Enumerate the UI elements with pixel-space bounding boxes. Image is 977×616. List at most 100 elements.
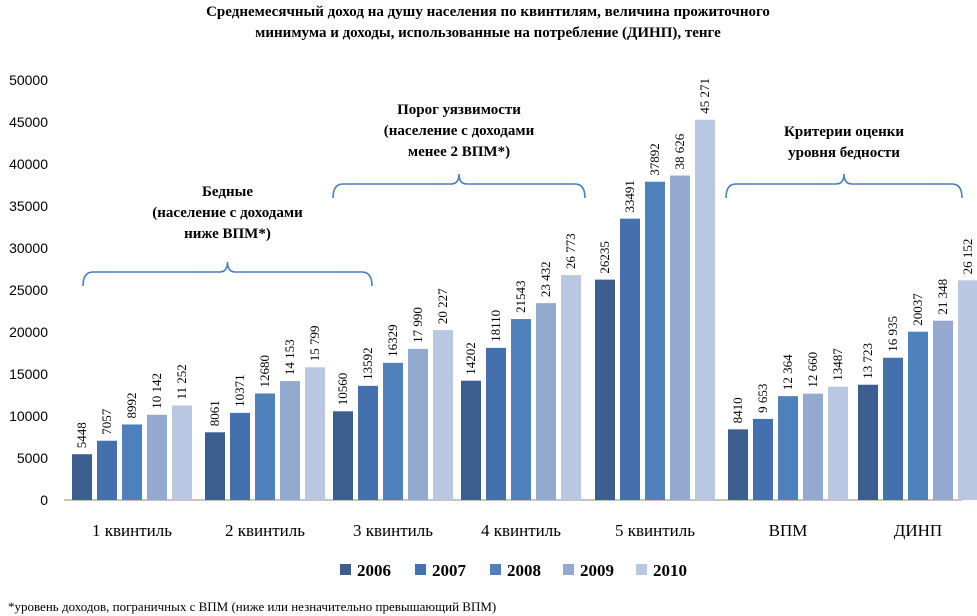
y-tick-label: 40000 [9,156,48,172]
data-label: 33491 [622,180,637,213]
legend-label: 2009 [580,561,614,580]
data-labels: 5448 7057 8992 10 142 11 252 8061 10371 12680 14… [74,78,975,448]
data-label: 21 348 [935,279,950,315]
data-label: 11 252 [174,364,189,399]
y-tick-label: 0 [40,492,48,508]
data-label: 7057 [99,408,114,435]
x-tick-label: ВПМ [769,521,808,540]
data-label: 26235 [597,241,612,274]
footnote-text: *уровень доходов, пограничных с ВПМ (ниж… [8,599,496,614]
bar [230,412,250,500]
legend-swatch [415,564,426,575]
bar [358,385,378,500]
annotation-text: (население с доходами [152,205,303,221]
data-label: 12 364 [780,354,795,390]
data-label: 14202 [463,342,478,375]
annotation-brace [82,261,373,287]
bar [147,414,167,500]
bar [883,357,903,500]
data-label: 18110 [488,310,503,342]
y-tick-label: 5000 [17,450,48,466]
annotation-brace [725,173,963,199]
bar [645,181,665,500]
bar [172,405,192,500]
annotation-text: (население с доходами [384,123,535,139]
x-tick-label: 5 квинтиль [615,521,695,540]
data-label: 10560 [335,373,350,406]
bar [333,411,353,500]
data-label: 12 660 [805,352,820,388]
annotations: Бедные (население с доходами ниже ВПМ*) Пор… [82,102,963,287]
data-label: 26 773 [563,233,578,269]
bar [828,386,848,500]
x-tick-label: 2 квинтиль [225,521,305,540]
data-label: 9 653 [755,384,770,413]
bar [122,424,142,500]
x-tick-label: 4 квинтиль [481,521,561,540]
data-label: 20 227 [435,288,450,324]
bar [561,275,581,500]
bar [958,280,977,500]
legend-swatch [636,564,647,575]
bar [778,396,798,500]
chart-title-line: Среднемесячный доход на душу населения п… [206,4,770,20]
data-label: 10 142 [149,373,164,409]
bar [595,279,615,500]
data-label: 13487 [830,348,845,381]
bar [97,440,117,500]
data-label: 8992 [124,392,139,418]
bar [670,175,690,500]
data-label: 15 799 [307,326,322,362]
bar [255,393,275,500]
legend-label: 2006 [357,561,391,580]
bar [511,319,531,500]
y-tick-label: 50000 [9,72,48,88]
annotation-text: Порог уязвимости [397,102,521,118]
chart-title: Среднемесячный доход на душу населения п… [206,4,770,41]
data-label: 13592 [360,347,375,380]
y-tick-label: 10000 [9,408,48,424]
data-label: 37892 [647,143,662,176]
y-tick-label: 35000 [9,198,48,214]
data-label: 8061 [207,400,222,426]
bar [695,119,715,500]
data-label: 10371 [232,374,247,407]
legend-swatch [340,564,351,575]
data-label: 16 935 [885,316,900,352]
y-tick-label: 30000 [9,240,48,256]
data-label: 20037 [910,293,925,326]
data-label: 38 626 [672,133,687,169]
data-label: 21543 [513,281,528,314]
bar [536,303,556,500]
legend-label: 2007 [432,561,467,580]
annotation-text: Критерии оценки [784,124,904,140]
data-label: 17 990 [410,307,425,343]
x-tick-label: ДИНП [894,521,942,540]
legend: 2006 2007 2008 2009 2010 [340,561,687,580]
bar [383,362,403,500]
annotation-brace [332,173,586,199]
legend-swatch [490,564,501,575]
annotation-text: ниже ВПМ*) [184,226,271,242]
y-tick-label: 20000 [9,324,48,340]
bar [486,347,506,500]
bar [305,367,325,500]
y-tick-label: 15000 [9,366,48,382]
bar [408,348,428,500]
legend-swatch [563,564,574,575]
data-label: 8410 [730,397,745,423]
y-tick-label: 45000 [9,114,48,130]
bar [620,218,640,500]
x-axis: 1 квинтиль 2 квинтиль 3 квинтиль 4 квинтиль… [92,521,942,540]
bars [72,119,977,500]
bar [433,330,453,500]
data-label: 14 153 [282,339,297,375]
bar [205,432,225,500]
bar [461,380,481,500]
bar [933,320,953,500]
annotation-text: менее 2 ВПМ*) [408,144,510,160]
legend-label: 2010 [653,561,687,580]
data-label: 13 723 [860,343,875,379]
x-tick-label: 3 квинтиль [353,521,433,540]
